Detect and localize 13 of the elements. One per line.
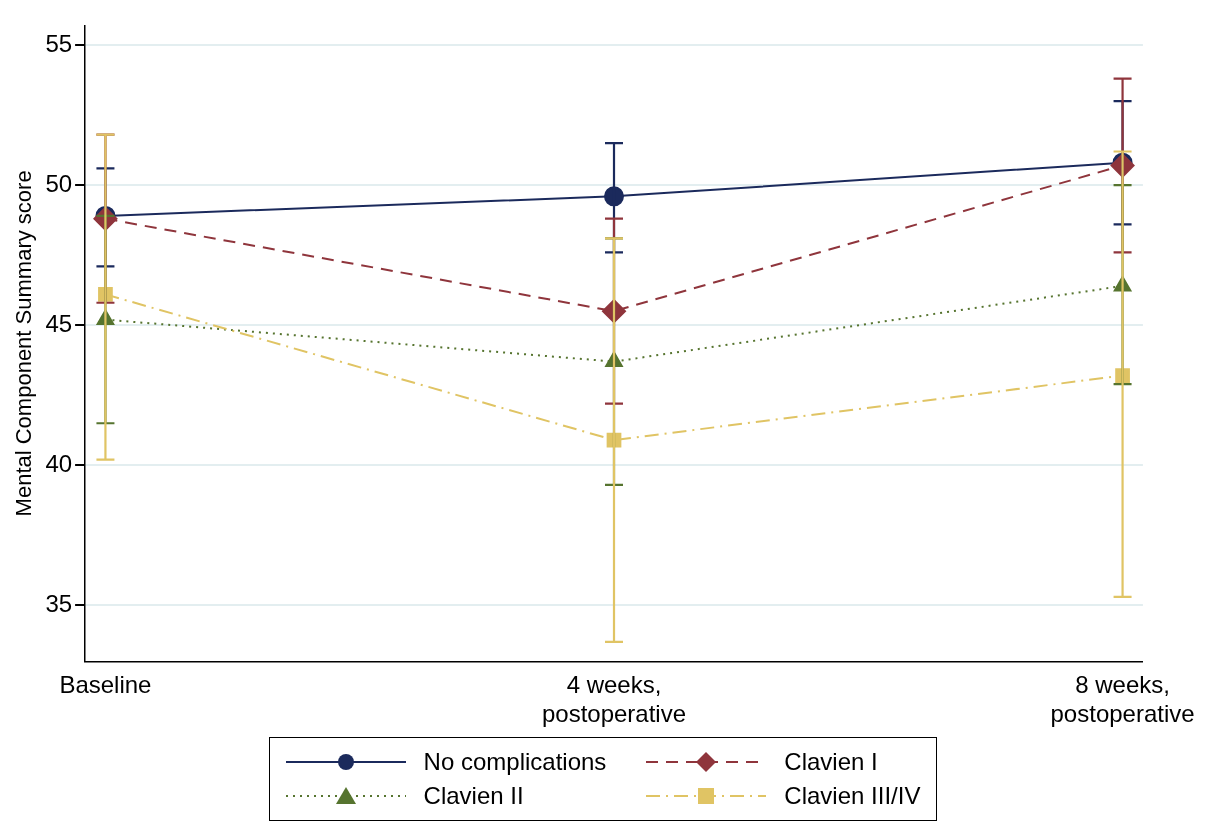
y-tick-label: 55 <box>45 29 73 57</box>
legend-label: Clavien II <box>423 782 524 810</box>
x-tick-label: 8 weeks, postoperative <box>1050 671 1195 728</box>
legend-label: Clavien I <box>784 748 878 776</box>
y-tick-label: 40 <box>45 449 73 477</box>
legend-label: No complications <box>423 748 607 776</box>
y-axis-title: Mental Component Summary score <box>11 170 37 517</box>
y-tick-label: 45 <box>45 309 73 337</box>
x-tick-label: 4 weeks, postoperative <box>541 671 687 728</box>
x-tick-label: Baseline <box>59 671 152 699</box>
legend-label: Clavien III/IV <box>784 782 921 810</box>
y-tick-label: 35 <box>45 589 73 617</box>
y-tick-label: 50 <box>45 169 73 197</box>
